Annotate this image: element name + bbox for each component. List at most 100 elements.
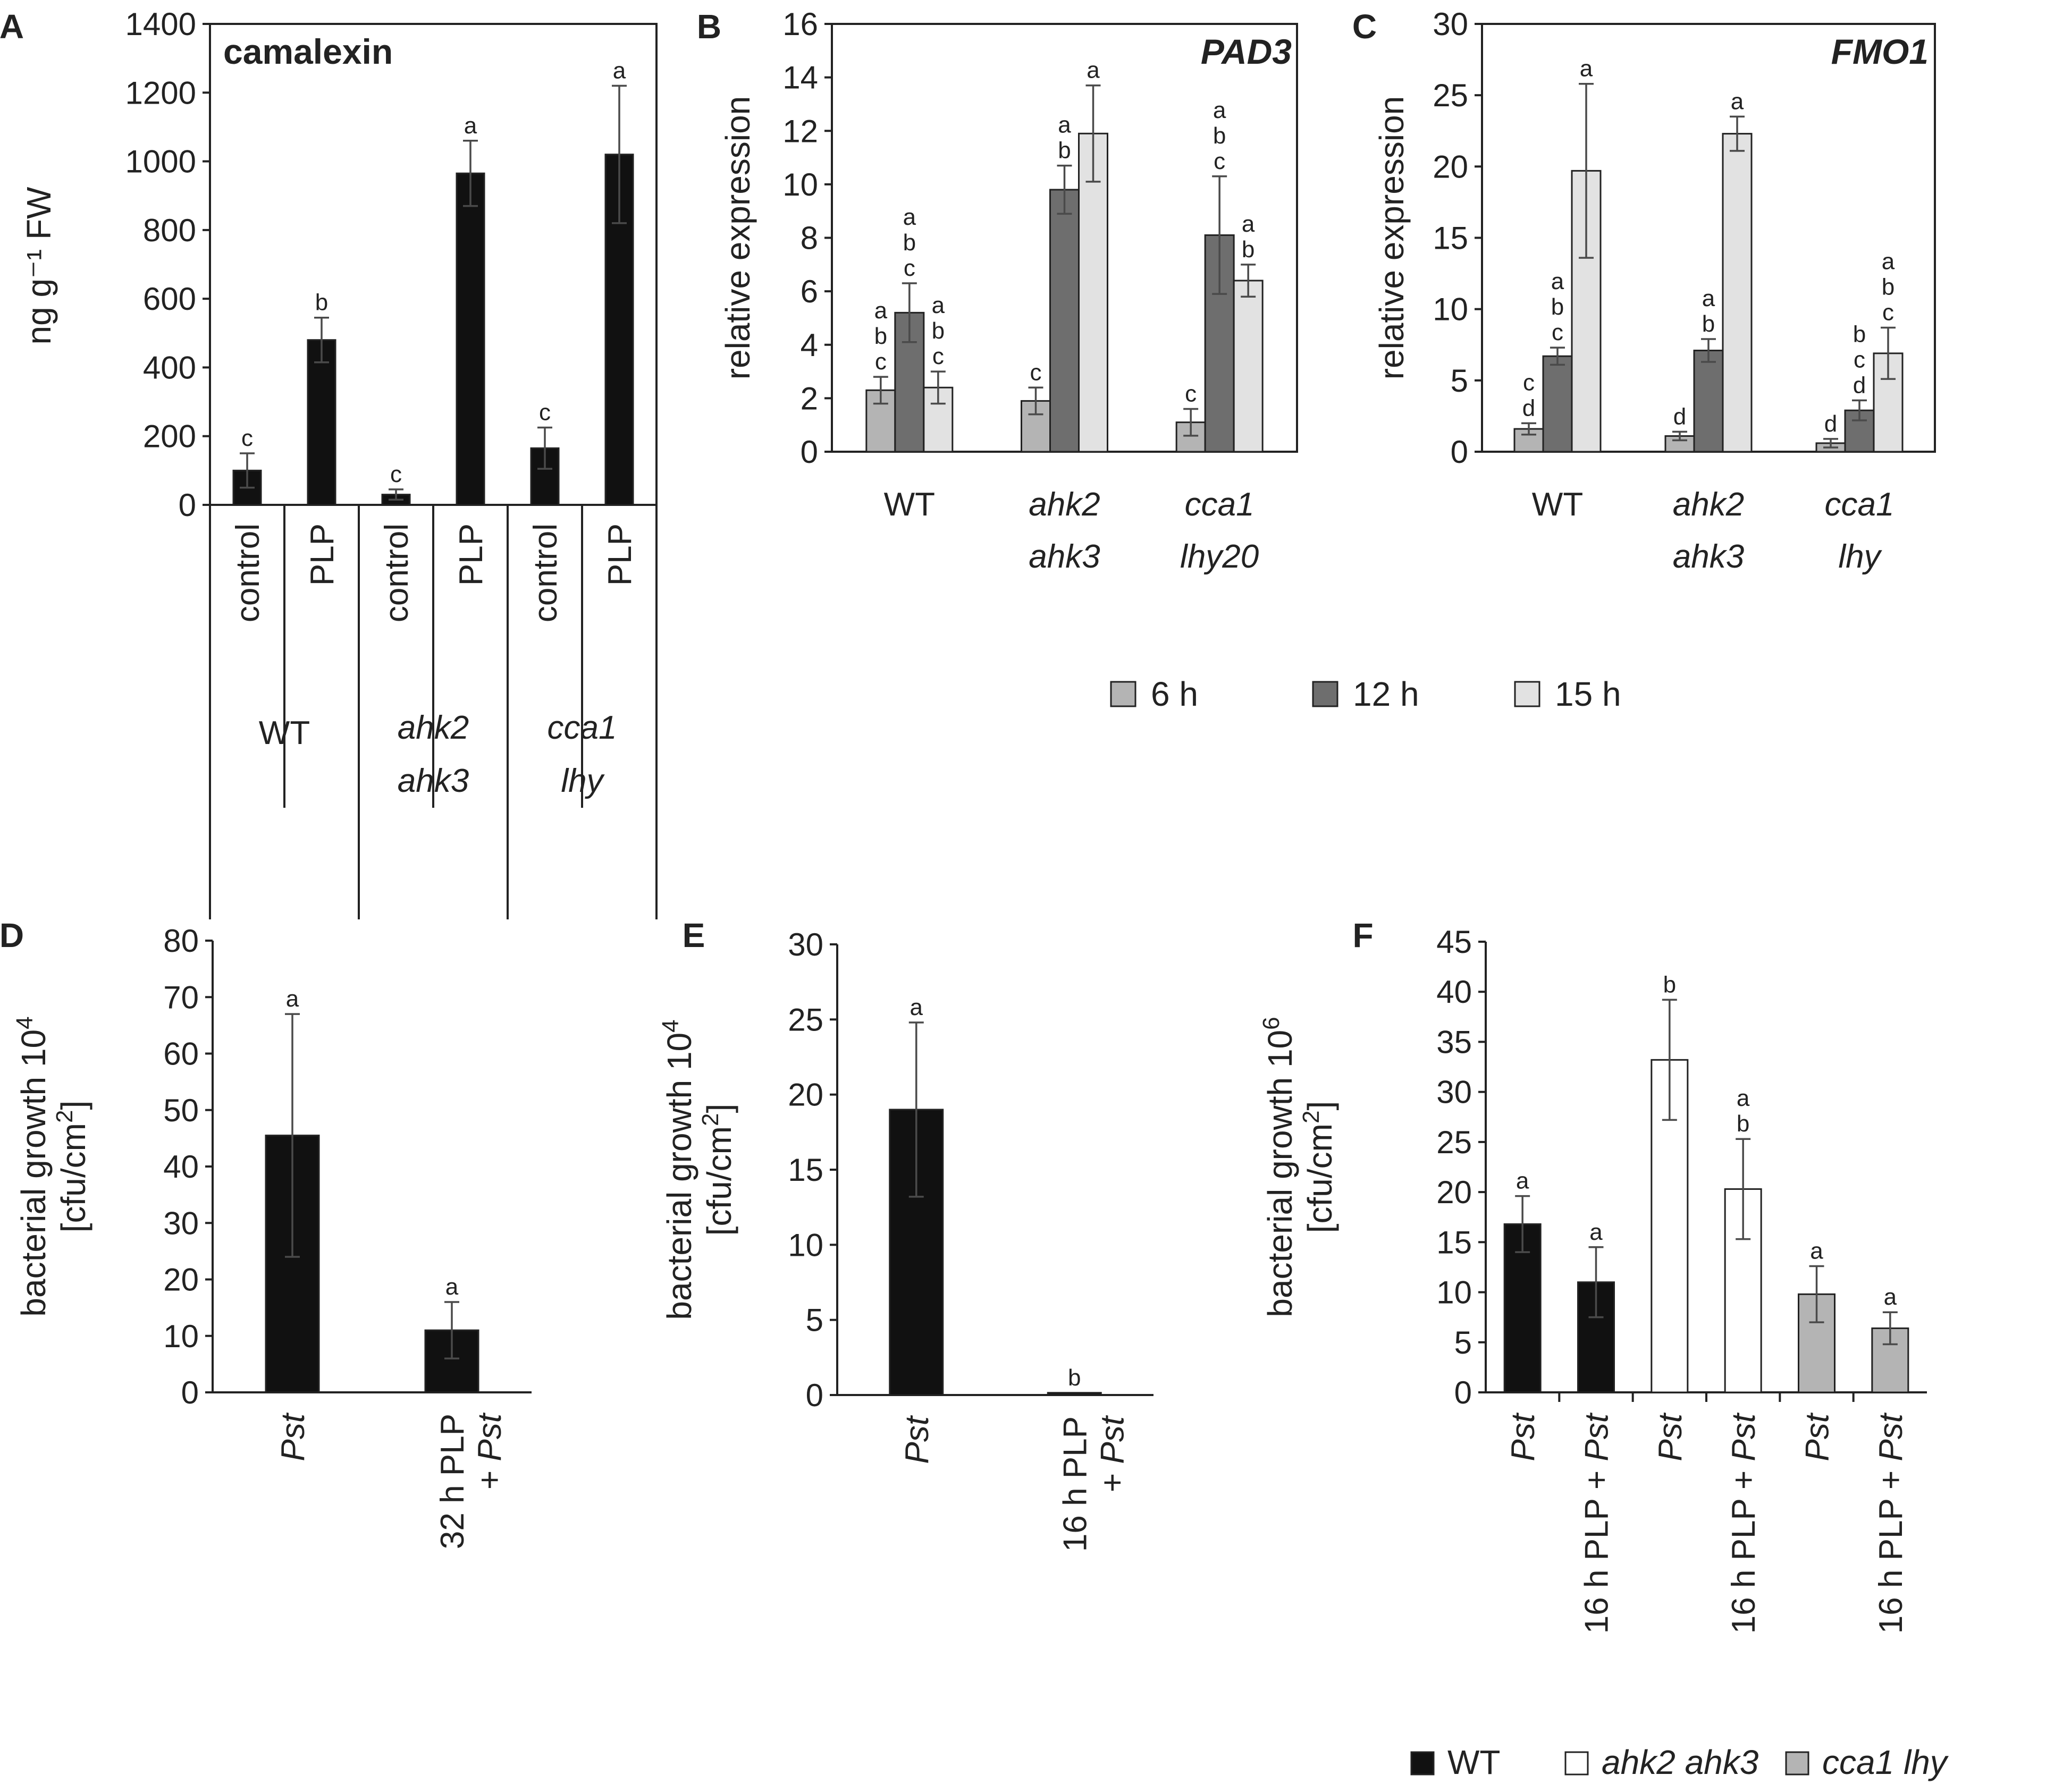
panel-c-g1-s2-significance-letter: a [1731,88,1744,114]
panel-a-category-label: control [378,523,415,622]
panel-c-y-tick-label: 0 [1451,434,1468,470]
panel-e-y-axis-title-line1: bacterial growth 104 [658,1019,699,1320]
panel-f-y-tick-label: 0 [1454,1375,1472,1410]
panel-a-y-tick-label: 1000 [125,144,196,180]
panel-e-category-label: Pst [899,1415,936,1464]
panel-letter-B: B [697,7,721,46]
panel-c-title: FMO1 [1831,32,1929,71]
panel-b-y-tick-label: 10 [782,167,818,202]
panel-b-g0-s0-significance-letter: c [875,349,887,375]
panel-d-category-label: 32 h PLP [434,1414,471,1549]
panel-c-g0-s1-significance-letter: c [1552,319,1563,345]
panel-d-y-axis: 0 10 20 30 40 50 60 70 80 [163,923,214,1410]
panel-a-y-axis-title: ng g⁻¹ FW [20,187,58,345]
panel-b-y-tick-label: 6 [801,274,818,309]
panel-letter-D: D [0,916,24,954]
panel-b-g1-s2-bar [1078,132,1108,453]
panel-a-group-label: WT [259,715,310,751]
panel-e-y-axis: 0 5 10 15 20 25 30 [788,927,838,1413]
panel-a-y-axis: 0 200 400 600 800 1000 1200 1400 [125,6,211,523]
panel-a-y-tick-label: 600 [143,281,196,317]
panel-f-5-significance-letter: a [1884,1284,1897,1310]
legend-f-swatch [1564,1751,1589,1776]
panel-c-g2-s2-significance-letter: c [1882,300,1894,326]
panel-f-y-axis: 0 5 10 15 20 25 30 35 40 45 [1436,924,1487,1410]
panel-e-y-tick-label: 0 [806,1377,823,1413]
panel-a-y-tick-label: 400 [143,350,196,385]
legend-bc-label: 12 h [1353,675,1419,713]
panel-b-g2-s1-significance-letter: b [1213,123,1226,149]
panel-f-y-tick-label: 30 [1436,1075,1472,1110]
panel-b-group-label-line1: ahk2 [1029,486,1100,523]
panel-c-y-tick-label: 20 [1433,149,1468,184]
panel-d-y-tick-label: 50 [163,1093,199,1128]
panel-a-group-label-line1: ahk2 [398,709,469,746]
panel-f-2-significance-letter: b [1663,971,1676,998]
panel-b-g1-s1-bar [1049,189,1080,453]
panel-a-category-label: control [230,523,266,622]
legend-bc-swatch [1312,681,1338,707]
panel-c-group-label-line2: ahk3 [1673,538,1744,575]
panel-f-3-significance-letter: a [1737,1085,1750,1111]
legend-f-swatch [1410,1751,1435,1776]
panel-a-3-bar [456,172,485,506]
panel-c-g2-s1-significance-letter: b [1853,321,1866,347]
panel-e-category-label-line2: + Pst [1094,1415,1131,1492]
panel-d-y-tick-label: 30 [163,1205,199,1241]
panel-b-g1-s1-significance-letter: a [1058,112,1071,138]
panel-a-y-tick-label: 1200 [125,75,196,111]
panel-a-y-tick-label: 200 [143,419,196,454]
panel-c-y-tick-label: 15 [1433,221,1468,256]
panel-c-y-axis-title: relative expression [1373,96,1411,380]
legend-bc-label: 15 h [1555,675,1621,713]
panel-b-g2-s2-significance-letter: b [1242,236,1254,263]
panel-a-y-tick-label: 800 [143,213,196,248]
panel-c-group-label-line1: cca1 [1825,486,1895,523]
panel-f-category-label: 16 h PLP + Pst [1725,1412,1762,1634]
panel-c-y-tick-label: 25 [1433,78,1468,113]
panel-d-y-tick-label: 60 [163,1036,199,1072]
panel-d-y-tick-label: 20 [163,1262,199,1298]
panel-b-group-label: WT [884,486,935,523]
panel-d-y-axis-title-line1: bacterial growth 104 [12,1016,53,1316]
panel-b-g1-s0-significance-letter: c [1030,359,1042,385]
panel-b-g0-s2-significance-letter: c [932,343,944,369]
legend-f-swatch [1785,1751,1809,1776]
panel-a-0-significance-letter: c [241,425,253,451]
panel-f-y-tick-label: 25 [1436,1125,1472,1160]
panel-c-y-tick-label: 30 [1433,6,1468,42]
panel-letter-F: F [1352,916,1373,954]
panel-e-1-bar [1047,1392,1102,1396]
panel-f-category-label: Pst [1799,1412,1836,1461]
panel-c-g1-s1-significance-letter: a [1702,285,1715,311]
panel-b-g2-s1-significance-letter: c [1214,148,1225,174]
panel-e-y-tick-label: 20 [788,1077,823,1113]
panel-b-y-tick-label: 0 [801,434,818,470]
panel-c-g2-s2-significance-letter: b [1882,274,1895,300]
panel-b-g1-s2-significance-letter: a [1087,57,1100,83]
panel-d-0-significance-letter: a [286,986,299,1012]
panel-c-g2-s1-significance-letter: c [1854,346,1865,373]
panel-a-category-label: control [527,523,564,622]
panel-a-4-significance-letter: c [539,400,551,426]
panel-e-y-tick-label: 10 [788,1227,823,1263]
panel-b-g1-s1-significance-letter: b [1058,138,1071,164]
panel-a-1-bar [307,339,336,506]
panel-letter-C: C [1352,7,1377,46]
panel-b-g0-s1-significance-letter: c [904,255,915,281]
panel-e-0-significance-letter: a [910,994,923,1020]
panel-c-group-label-line2: lhy [1838,538,1882,575]
panel-letter-A: A [0,7,24,46]
panel-f-y-tick-label: 10 [1436,1275,1472,1311]
panel-b-group-label-line1: cca1 [1185,486,1254,523]
panel-f-3-significance-letter: b [1737,1111,1749,1137]
panel-c-g0-s1-significance-letter: b [1551,294,1564,320]
panel-b-y-tick-label: 4 [801,327,818,363]
panel-e-category-label: 16 h PLP [1057,1416,1093,1552]
panel-a-category-label: PLP [304,523,341,586]
panel-c-g1-s2-bar [1722,133,1753,453]
panel-a-y-tick-label: 1400 [125,6,196,42]
legend-f-label: cca1 lhy [1822,1743,1949,1781]
panel-f-y-tick-label: 15 [1436,1224,1472,1260]
panel-b-g2-s0-significance-letter: c [1185,381,1197,407]
